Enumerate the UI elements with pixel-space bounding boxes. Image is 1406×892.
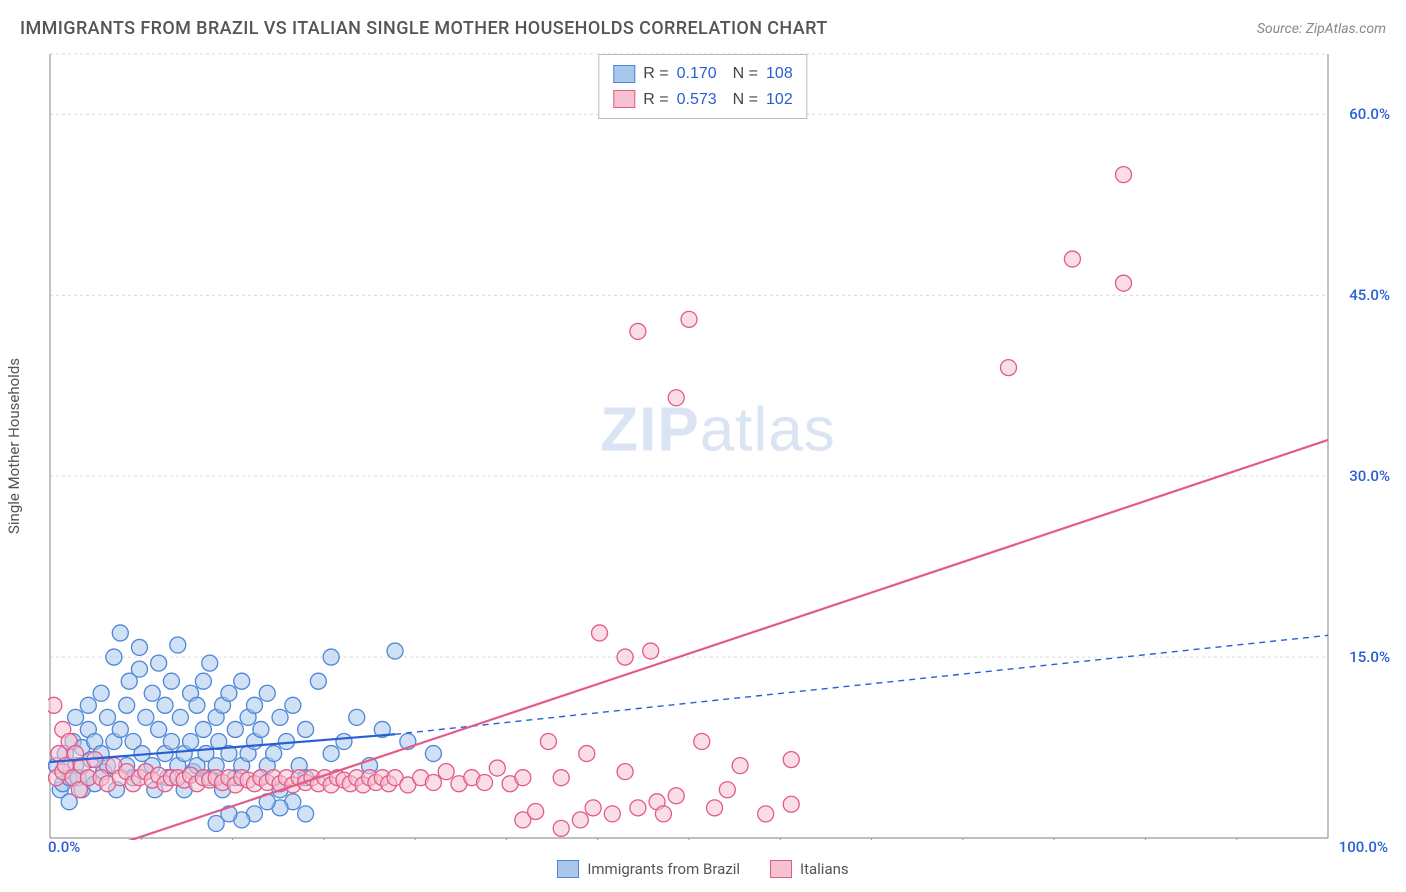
y-axis-label: Single Mother Households bbox=[5, 358, 23, 534]
legend-label-1: Italians bbox=[800, 860, 849, 878]
plot-area: ZIPatlas 15.0%30.0%45.0%60.0% bbox=[48, 52, 1388, 840]
stats-row-0: R = 0.170 N = 108 bbox=[613, 61, 792, 87]
y-tick-label-1: 30.0% bbox=[1349, 467, 1390, 485]
legend-item-1: Italians bbox=[770, 860, 849, 878]
legend-swatch-1 bbox=[770, 860, 792, 878]
legend-item-0: Immigrants from Brazil bbox=[557, 860, 740, 878]
x-tick-min: 0.0% bbox=[48, 838, 80, 856]
title-row: IMMIGRANTS FROM BRAZIL VS ITALIAN SINGLE… bbox=[20, 18, 1386, 39]
legend-swatch-0 bbox=[557, 860, 579, 878]
x-tick-max: 100.0% bbox=[1339, 838, 1388, 856]
stats-swatch-1 bbox=[613, 90, 635, 108]
y-tick-label-3: 60.0% bbox=[1349, 105, 1390, 123]
legend-label-0: Immigrants from Brazil bbox=[587, 860, 740, 878]
source-label: Source: ZipAtlas.com bbox=[1257, 21, 1386, 37]
y-tick-label-0: 15.0% bbox=[1349, 648, 1390, 666]
y-tick-label-2: 45.0% bbox=[1349, 286, 1390, 304]
bottom-legend: Immigrants from Brazil Italians bbox=[0, 860, 1406, 878]
x-axis-ticks: 0.0% 100.0% bbox=[48, 838, 1388, 856]
chart-title: IMMIGRANTS FROM BRAZIL VS ITALIAN SINGLE… bbox=[20, 18, 828, 39]
stats-legend-box: R = 0.170 N = 108 R = 0.573 N = 102 bbox=[598, 54, 807, 119]
stats-swatch-0 bbox=[613, 65, 635, 83]
stats-row-1: R = 0.573 N = 102 bbox=[613, 87, 792, 113]
